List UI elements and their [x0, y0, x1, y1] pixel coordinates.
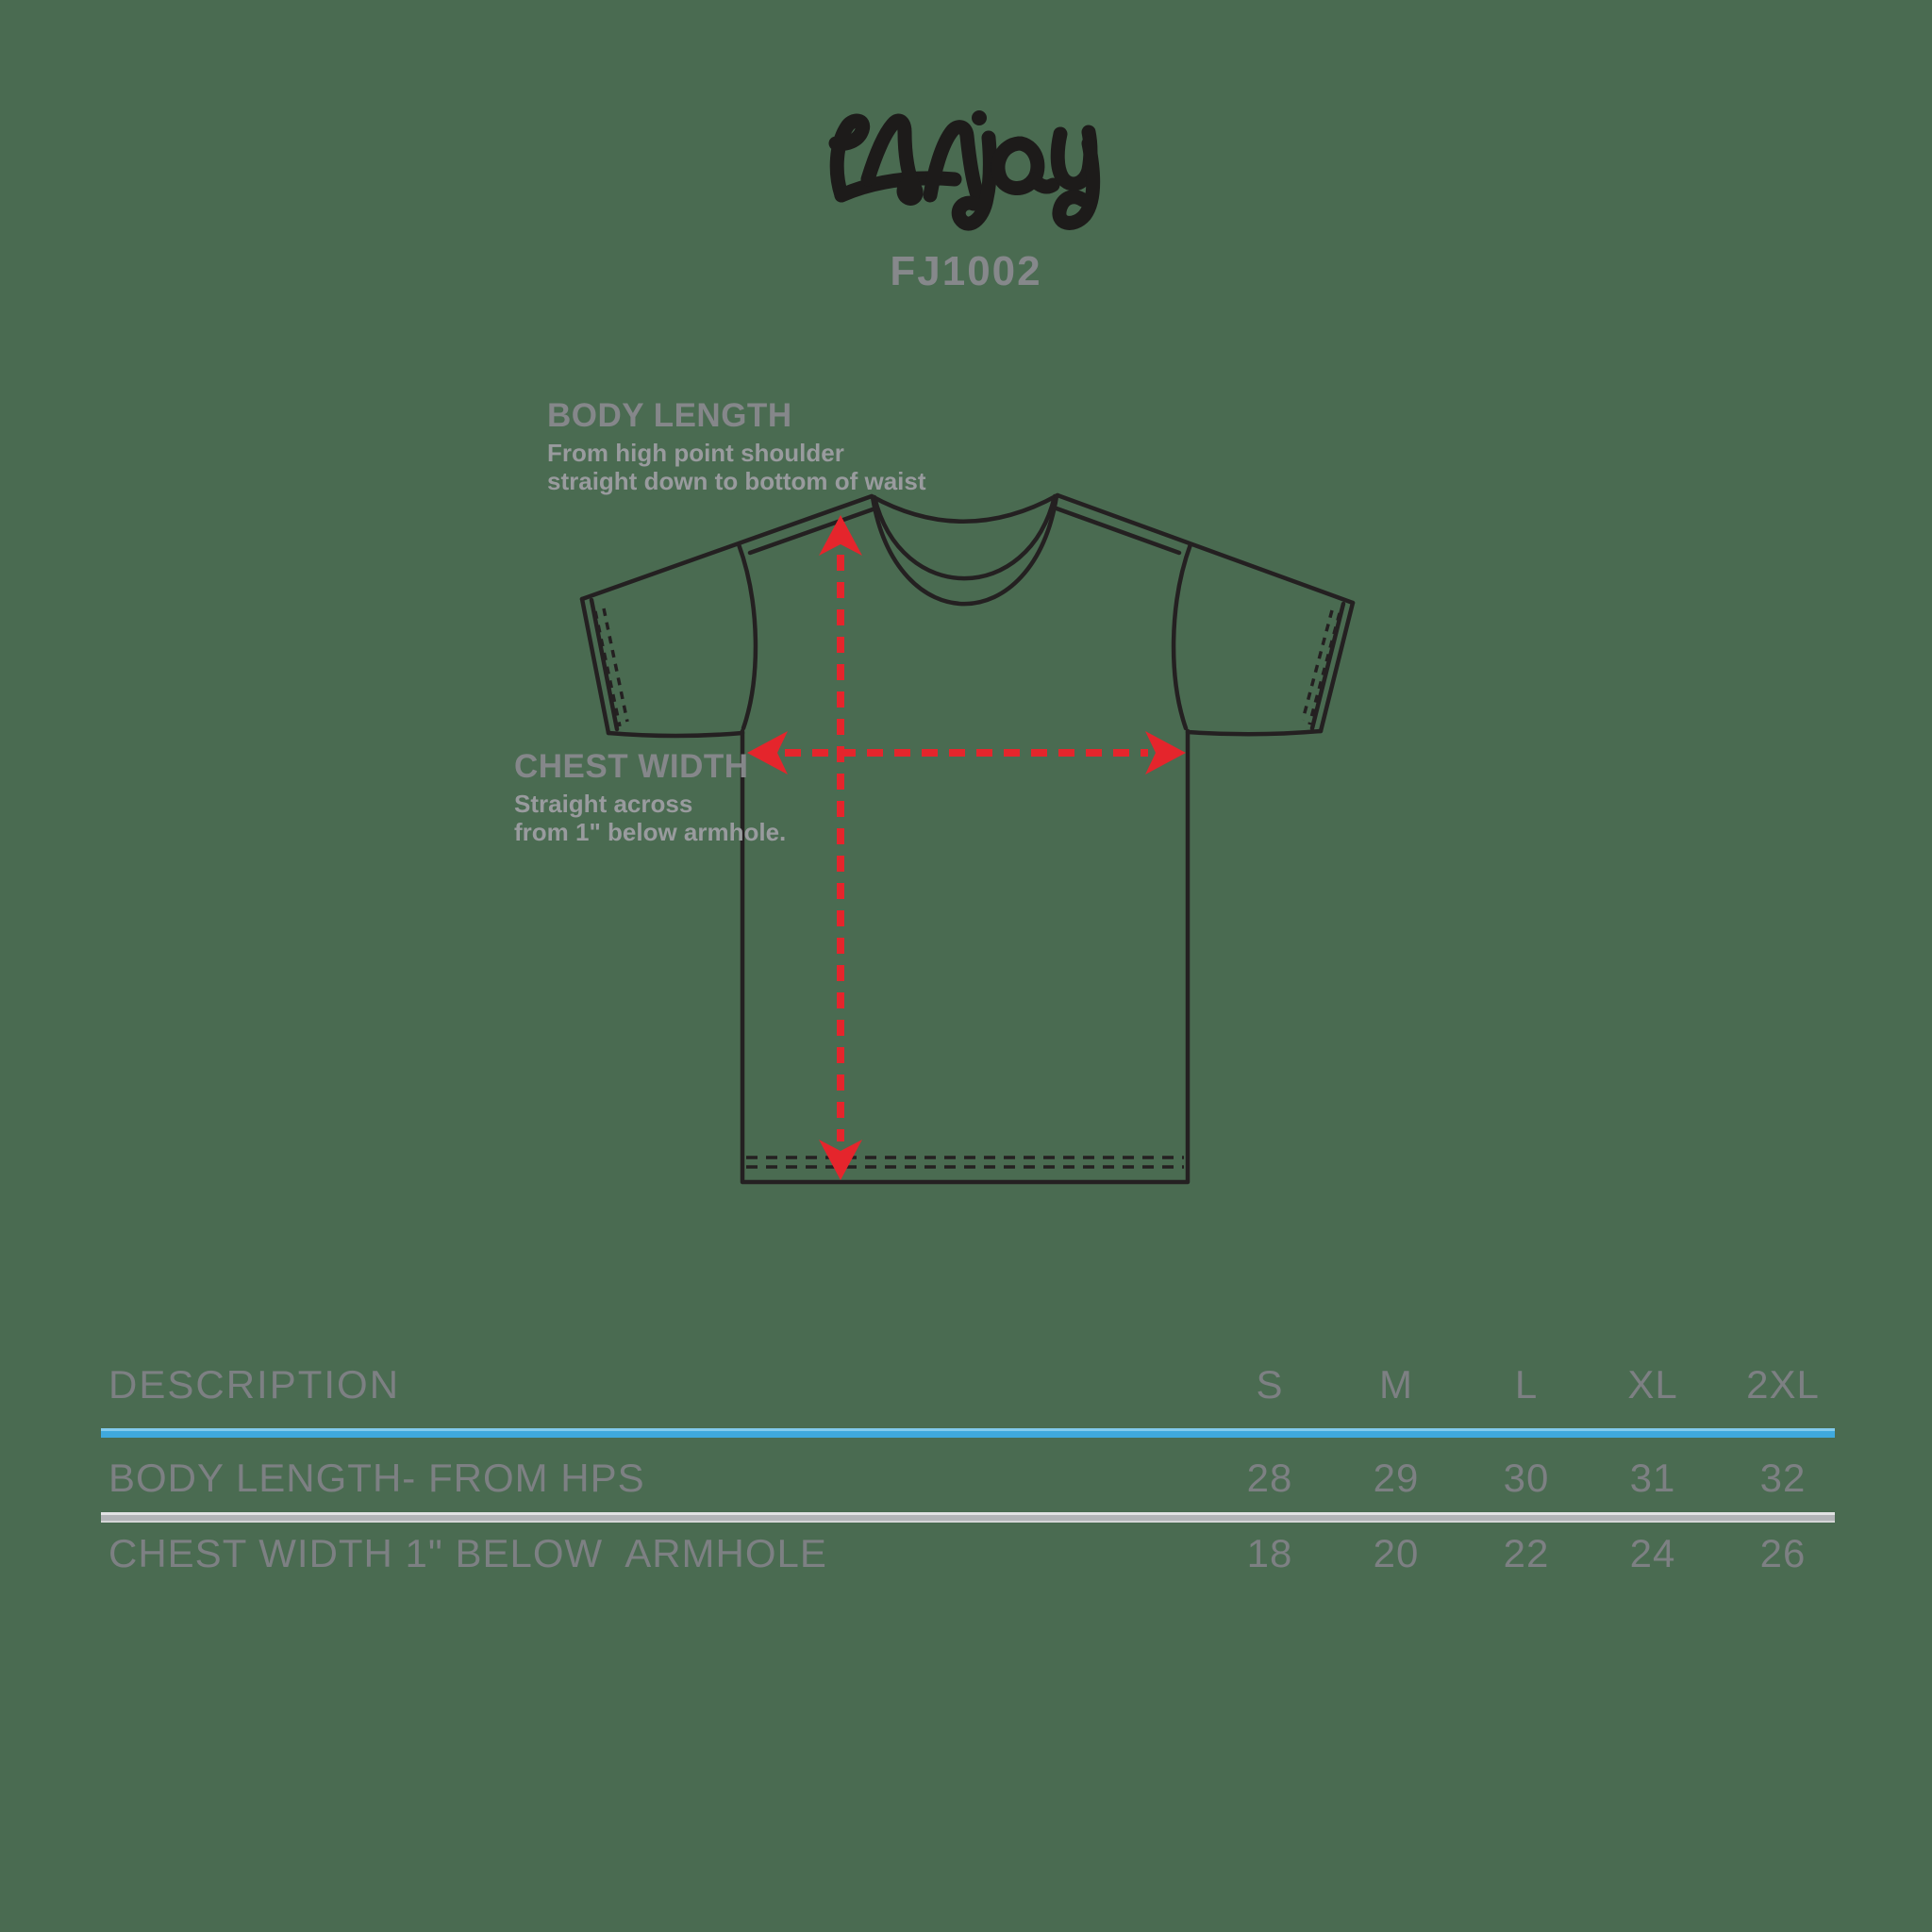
cell-body-length-xl: 31	[1629, 1456, 1676, 1500]
armhole-right	[1171, 541, 1193, 731]
cell-chest-width-2xl: 26	[1759, 1531, 1807, 1575]
logo-j-dot	[972, 110, 987, 125]
arrowhead-up-icon	[819, 515, 862, 556]
cuff-right-stitches	[1307, 612, 1341, 725]
body-length-desc-line1: From high point shoulder	[547, 439, 844, 467]
cuff-left	[579, 596, 611, 736]
logo-letter-o	[991, 136, 1045, 195]
underarm-right	[1185, 728, 1324, 737]
size-header-m: M	[1379, 1362, 1413, 1407]
logo-letter-f	[828, 113, 871, 203]
size-header-2xl: 2XL	[1746, 1362, 1820, 1407]
fanjoy-logo	[828, 110, 1101, 231]
size-header-s: S	[1256, 1362, 1284, 1407]
arrowhead-right-icon	[1145, 731, 1186, 774]
cuff-left-inner	[589, 597, 620, 732]
table-divider-blue	[101, 1428, 1835, 1438]
body-length-title: BODY LENGTH	[547, 397, 792, 434]
arrowhead-down-icon	[819, 1140, 862, 1180]
row-label: BODY LENGTH- FROM HPS	[108, 1456, 645, 1500]
chest-width-desc-line1: Straight across	[514, 790, 693, 818]
cell-chest-width-s: 18	[1246, 1531, 1293, 1575]
logo-letter-a	[860, 113, 924, 206]
chest-width-arrow	[747, 731, 1186, 774]
chest-width-annotation: CHEST WIDTH Straight across from 1" belo…	[514, 750, 786, 846]
style-code: FJ1002	[890, 248, 1042, 294]
cuff-left-stitches	[593, 610, 622, 727]
cell-body-length-2xl: 32	[1759, 1456, 1807, 1500]
shoulder-seam-left	[747, 507, 875, 556]
shoulder-seam-right	[1054, 506, 1182, 556]
cuff-right-inner	[1309, 601, 1346, 731]
shoulder-right	[1055, 492, 1356, 606]
logo-letter-n	[923, 120, 985, 203]
cell-chest-width-l: 22	[1503, 1531, 1550, 1575]
logo-y-tail	[1052, 136, 1101, 230]
cell-chest-width-xl: 24	[1629, 1531, 1676, 1575]
chest-width-title: CHEST WIDTH	[514, 748, 749, 785]
row-label: CHEST WIDTH 1" BELOW ARMHOLE	[108, 1531, 827, 1575]
body-outline	[740, 728, 1191, 1185]
arrowhead-left-icon	[747, 731, 788, 774]
cuff-right-stitches-2	[1301, 609, 1334, 721]
description-header: DESCRIPTION	[108, 1362, 401, 1407]
back-neck-curve	[869, 492, 1060, 524]
cell-body-length-l: 30	[1503, 1456, 1550, 1500]
chest-width-desc-line2: from 1" below armhole.	[514, 818, 787, 846]
stitch-lines	[593, 608, 1341, 1169]
body-length-annotation: BODY LENGTH From high point shoulder str…	[547, 399, 926, 495]
size-header-xl: XL	[1627, 1362, 1678, 1407]
underarm-left	[606, 730, 745, 739]
shoulder-left	[579, 493, 874, 602]
cuff-left-stitches-2	[602, 608, 629, 723]
cell-body-length-m: 29	[1373, 1456, 1420, 1500]
logo-letter-j	[951, 130, 997, 231]
collar-band-inner	[872, 493, 1058, 581]
table-divider-silver	[101, 1512, 1835, 1523]
cell-body-length-s: 28	[1246, 1456, 1293, 1500]
body-length-arrow	[819, 515, 862, 1180]
body-length-desc-line2: straight down to bottom of waist	[547, 467, 926, 495]
collar-band-outer	[870, 493, 1059, 607]
logo-o-connector	[1026, 172, 1060, 194]
cell-chest-width-m: 20	[1373, 1531, 1420, 1575]
size-header-l: L	[1514, 1362, 1539, 1407]
armhole-left	[736, 541, 758, 731]
tshirt-outline	[579, 492, 1356, 1185]
cuff-right	[1318, 600, 1356, 734]
